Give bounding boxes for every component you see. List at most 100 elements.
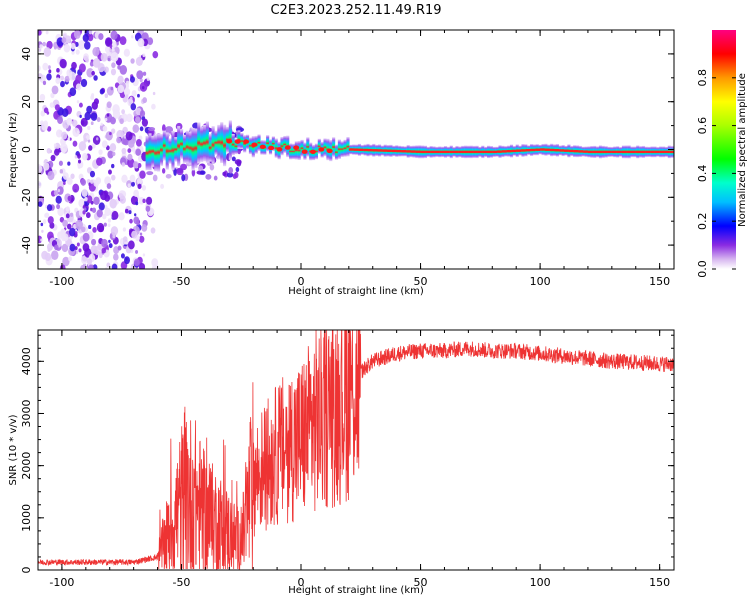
- noise-blob: [67, 161, 71, 166]
- ridge-segment: [165, 132, 169, 170]
- ridge-core: [669, 150, 674, 154]
- noise-blob: [48, 69, 52, 74]
- noise-blob: [38, 30, 42, 36]
- noise-blob: [130, 58, 135, 64]
- noise-blob: [111, 62, 116, 69]
- ridge-segment: [291, 143, 296, 160]
- spectrogram-ticks: -100 -50 0 50 100 150 -40 -20 0 20 40: [20, 29, 674, 288]
- y-tick-label: 0: [20, 146, 33, 153]
- noise-blob: [42, 80, 47, 86]
- noise-blob: [231, 156, 236, 162]
- x-tick-label: 150: [649, 576, 670, 589]
- noise-blob: [106, 183, 112, 190]
- noise-blob: [101, 238, 108, 248]
- ridge-segment: [214, 130, 218, 155]
- noise-blob: [65, 206, 70, 212]
- y-tick-label: 2000: [20, 452, 33, 480]
- noise-blob: [111, 128, 116, 134]
- noise-blob: [121, 162, 126, 167]
- ridge-core: [477, 150, 483, 154]
- noise-blob: [139, 232, 143, 236]
- noise-blob: [76, 153, 81, 159]
- noise-blob: [110, 226, 119, 236]
- ridge-core: [530, 148, 536, 152]
- noise-blob: [104, 176, 112, 186]
- noise-blob: [43, 47, 52, 57]
- ridge-core: [645, 150, 651, 154]
- noise-blob: [46, 148, 52, 154]
- ridge-segment: [257, 134, 261, 152]
- noise-blob: [138, 235, 145, 243]
- ridge-segment: [231, 134, 235, 156]
- ridge-segment: [266, 135, 270, 152]
- noise-blob: [132, 161, 139, 169]
- noise-blob: [69, 87, 77, 97]
- noise-blob: [110, 30, 118, 40]
- ridge-core: [506, 149, 512, 153]
- ridge-segment: [332, 137, 336, 157]
- ridge-segment: [157, 133, 161, 172]
- colorbar-gradient: [712, 30, 736, 269]
- ridge-segment: [294, 141, 298, 160]
- ridge-segment: [334, 144, 339, 160]
- ridge-segment: [337, 139, 341, 159]
- ridge-core: [309, 149, 316, 155]
- ridge-segment: [188, 131, 192, 165]
- noise-blob: [76, 100, 80, 104]
- noise-blob: [65, 35, 71, 44]
- noise-blob: [38, 48, 42, 52]
- noise-blob: [111, 210, 119, 220]
- noise-blob: [121, 174, 128, 183]
- noise-blob: [235, 167, 240, 173]
- noise-blob: [113, 253, 119, 261]
- noise-blob: [122, 227, 126, 232]
- colorbar: 0.0 0.2 0.4 0.6 0.8 Normalized spectral ampl…: [696, 30, 748, 278]
- noise-blob: [104, 66, 109, 73]
- noise-blob: [51, 250, 59, 261]
- ridge-segment: [297, 140, 301, 161]
- noise-blob: [160, 183, 165, 189]
- noise-blob: [91, 70, 95, 76]
- ridge-core: [420, 150, 426, 154]
- ridge-segment: [159, 134, 164, 166]
- ridge-core: [382, 149, 388, 152]
- noise-blob: [135, 148, 142, 156]
- ridge-segment: [145, 135, 149, 171]
- noise-blob: [105, 131, 113, 141]
- noise-blob: [151, 258, 159, 268]
- noise-blob: [133, 189, 139, 198]
- noise-blob: [58, 160, 63, 166]
- noise-blob: [74, 231, 78, 235]
- ridge-segment: [314, 143, 318, 160]
- noise-blob: [142, 71, 147, 76]
- noise-blob: [42, 41, 46, 47]
- noise-blob: [137, 162, 142, 169]
- ridge-core: [268, 145, 275, 151]
- ridge-core: [326, 148, 333, 154]
- noise-blob: [131, 35, 134, 39]
- noise-blob: [62, 219, 68, 228]
- noise-blob: [84, 196, 88, 202]
- noise-blob: [60, 75, 65, 81]
- noise-blob: [38, 73, 43, 81]
- noise-blob: [88, 224, 92, 230]
- noise-blob: [147, 126, 156, 132]
- noise-blob: [151, 103, 156, 110]
- y-tick-label: -40: [20, 236, 33, 254]
- noise-blob: [116, 137, 121, 144]
- noise-blob: [45, 30, 49, 35]
- noise-blob: [93, 179, 99, 187]
- ridge-core: [520, 149, 526, 152]
- noise-blob: [103, 222, 107, 227]
- noise-blob: [70, 173, 75, 180]
- ridge-core: [468, 150, 474, 154]
- noise-blob: [150, 227, 156, 234]
- noise-blob: [38, 164, 43, 174]
- noise-blob: [96, 117, 101, 123]
- noise-blob: [44, 212, 50, 218]
- colorbar-tick-label: 0.4: [696, 165, 709, 183]
- ridge-core: [377, 149, 383, 152]
- noise-blob: [100, 190, 108, 201]
- noise-blob: [38, 64, 41, 72]
